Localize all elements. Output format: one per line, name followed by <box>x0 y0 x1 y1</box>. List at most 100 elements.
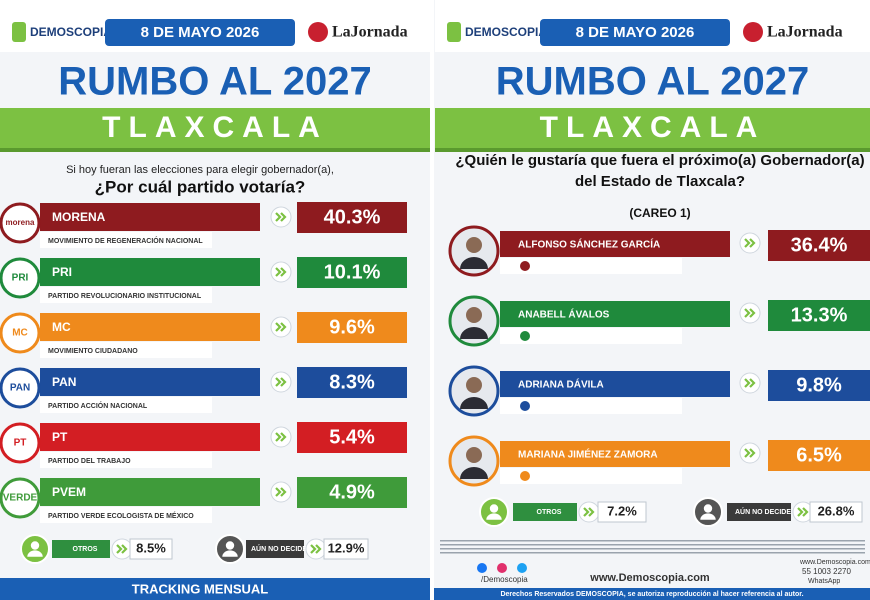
pct: 9.8% <box>796 374 842 396</box>
pct: 8.3% <box>329 371 375 393</box>
arrow-icon <box>744 448 756 458</box>
candidate-name: MARIANA JIMÉNEZ ZAMORA <box>518 448 658 461</box>
social: /Demoscopia <box>481 575 528 584</box>
party-logo <box>0 202 41 244</box>
party-full-name: PARTIDO VERDE ECOLOGISTA DE MÉXICO <box>48 511 194 520</box>
pct: 6.5% <box>796 444 842 466</box>
logo-mark <box>12 22 26 42</box>
label: AÚN NO DECIDE <box>251 544 307 553</box>
party-name: PVEM <box>52 485 86 499</box>
social-icon <box>477 563 487 573</box>
party-logo-text: morena <box>6 218 35 227</box>
name-bar <box>40 258 260 286</box>
date-box <box>105 19 295 46</box>
arrow-icon <box>583 507 595 517</box>
pct-box <box>323 538 369 560</box>
pct-box <box>768 300 870 331</box>
name-bar <box>40 368 260 396</box>
person-head <box>489 504 499 513</box>
band-shadow <box>435 148 870 152</box>
arrow-icon <box>275 487 287 497</box>
arrow-icon <box>116 544 128 554</box>
pct: 5.4% <box>329 426 375 448</box>
sub-bar <box>40 342 212 358</box>
photo-head <box>466 307 482 323</box>
name-bar <box>500 301 730 327</box>
name-bar <box>500 231 730 257</box>
name-bar <box>40 423 260 451</box>
sub-bar <box>500 468 682 484</box>
pct: 40.3% <box>324 206 381 228</box>
date: 8 DE MAYO 2026 <box>576 24 695 41</box>
pct-box <box>768 440 870 471</box>
fine-print-line <box>440 552 865 554</box>
party-name: PAN <box>52 375 76 389</box>
photo-body <box>460 327 488 339</box>
name-bar <box>40 203 260 231</box>
divider <box>430 0 434 600</box>
label-box <box>246 540 304 558</box>
party-logo-text: MC <box>12 328 28 339</box>
pct-box <box>129 538 173 560</box>
candidate-name: ALFONSO SÁNCHEZ GARCÍA <box>518 238 660 251</box>
party-name: PRI <box>52 265 72 279</box>
person-body <box>27 550 43 557</box>
social-icon <box>517 563 527 573</box>
pct: 13.3% <box>791 304 848 326</box>
party-full-name: PARTIDO ACCIÓN NACIONAL <box>48 401 148 410</box>
footer-bar <box>0 578 430 600</box>
person-body <box>222 550 238 557</box>
party-logo <box>0 422 41 464</box>
phone: 55 1003 2270 <box>802 567 851 576</box>
title: RUMBO AL 2027 <box>58 60 371 104</box>
pct: 7.2% <box>607 503 637 518</box>
person-body <box>700 513 716 520</box>
person-head <box>225 541 235 550</box>
arrow-icon <box>275 377 287 387</box>
label-box <box>513 503 577 521</box>
partner: LaJornada <box>332 24 408 41</box>
pct: 9.6% <box>329 316 375 338</box>
state: TLAXCALA <box>102 111 328 144</box>
arrow-icon <box>275 267 287 277</box>
pct: 8.5% <box>136 540 166 555</box>
party-name: MORENA <box>52 210 106 224</box>
person-head <box>703 504 713 513</box>
party-full-name: MOVIMIENTO DE REGENERACIÓN NACIONAL <box>48 236 203 245</box>
date: 8 DE MAYO 2026 <box>141 24 260 41</box>
party-full-name: MOVIMIENTO CIUDADANO <box>48 348 138 355</box>
band-shadow <box>0 148 430 152</box>
candidate-name: ADRIANA DÁVILA <box>518 378 604 391</box>
photo-body <box>460 397 488 409</box>
rights: Derechos Reservados DEMOSCOPIA, se autor… <box>500 591 803 598</box>
party-logo <box>0 257 41 299</box>
state: TLAXCALA <box>540 111 766 144</box>
pct-box <box>768 370 870 401</box>
pct-box <box>768 230 870 261</box>
footer: TRACKING MENSUAL <box>132 581 269 596</box>
question-line: del Estado de Tlaxcala? <box>575 173 745 190</box>
matchup: (CAREO 1) <box>629 206 690 220</box>
photo-body <box>460 257 488 269</box>
party-logo-text: PT <box>14 438 27 449</box>
fine-print-line <box>440 548 865 550</box>
pct: 26.8% <box>818 503 855 518</box>
label: OTROS <box>73 546 98 553</box>
question-line: ¿Quién le gustaría que fuera el próximo(… <box>455 152 864 169</box>
photo-head <box>466 377 482 393</box>
label-box <box>52 540 110 558</box>
party-full-name: PARTIDO REVOLUCIONARIO INSTITUCIONAL <box>48 293 202 300</box>
brand: DEMOSCOPIA <box>30 25 112 39</box>
pct: 10.1% <box>324 261 381 283</box>
sub-bar <box>500 328 682 344</box>
arrow-icon <box>797 507 809 517</box>
party-icon <box>520 401 530 411</box>
date-box <box>540 19 730 46</box>
green-band <box>0 108 430 148</box>
party-logo <box>0 312 41 354</box>
fine-print-line <box>440 540 865 542</box>
sub-bar <box>40 452 212 468</box>
logo-mark <box>447 22 461 42</box>
arrow-icon <box>275 432 287 442</box>
